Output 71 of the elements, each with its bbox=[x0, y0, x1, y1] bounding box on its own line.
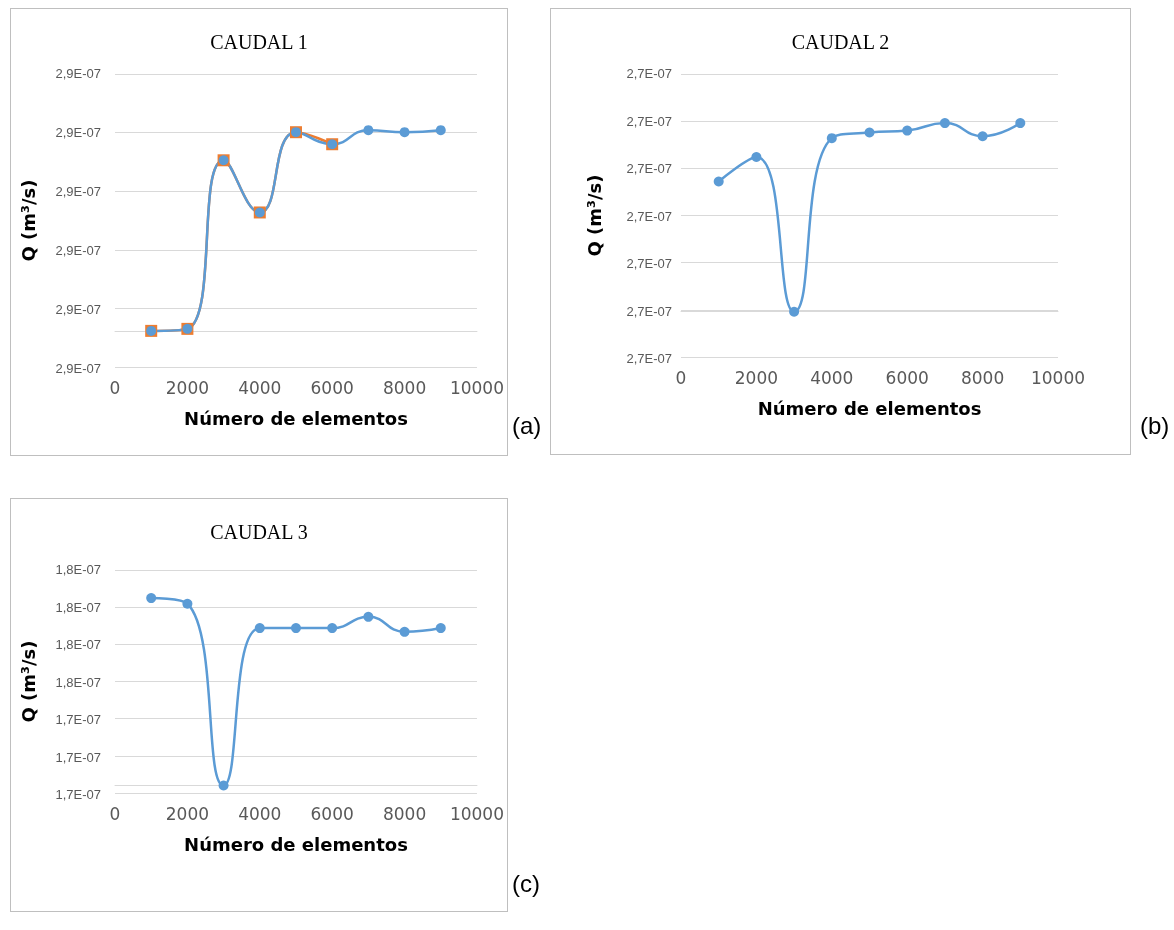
text: 2,9E-07 bbox=[55, 360, 101, 376]
text: (a) bbox=[512, 412, 542, 440]
point bbox=[1015, 118, 1026, 129]
x-axis-title: Número de elementos bbox=[184, 407, 408, 429]
x-tick-label: 6000 bbox=[310, 377, 354, 398]
point bbox=[182, 598, 193, 609]
x-tick-label: 10000 bbox=[449, 377, 505, 398]
x-tick-label: 4000 bbox=[238, 803, 282, 824]
chart-title: CAUDAL 3 bbox=[210, 521, 308, 543]
x-tick-label: 6000 bbox=[885, 367, 929, 388]
point bbox=[218, 780, 229, 791]
x-tick-label: 0 bbox=[109, 803, 121, 824]
x-tick-label: 4000 bbox=[238, 377, 282, 398]
x-axis-title: Número de elementos bbox=[757, 397, 982, 419]
text: 1,8E-07 bbox=[55, 599, 101, 614]
x-tick-label: 4000 bbox=[810, 367, 854, 388]
text: 1,8E-07 bbox=[55, 674, 101, 689]
chart-title: CAUDAL 1 bbox=[210, 31, 308, 53]
point bbox=[902, 125, 913, 136]
text: 2,7E-07 bbox=[626, 303, 672, 318]
y-axis-title: Q (m³/s) bbox=[583, 174, 605, 257]
x-tick-label: 8000 bbox=[960, 367, 1005, 388]
x-tick-label: 10000 bbox=[449, 803, 505, 824]
text: 1,8E-07 bbox=[55, 561, 101, 577]
x-axis-title: Número de elementos bbox=[184, 833, 408, 855]
point bbox=[363, 125, 374, 136]
text: (c) bbox=[512, 870, 540, 898]
point bbox=[290, 623, 301, 634]
text: (b) bbox=[1140, 412, 1170, 440]
text: 2,9E-07 bbox=[55, 242, 101, 258]
point bbox=[399, 626, 410, 637]
point bbox=[826, 133, 837, 144]
text: 1,8E-07 bbox=[55, 636, 101, 652]
point bbox=[327, 623, 338, 634]
text: 2,7E-07 bbox=[626, 160, 672, 176]
point bbox=[254, 623, 265, 634]
point bbox=[363, 611, 374, 622]
y-axis-title: Q (m³/s) bbox=[17, 179, 39, 262]
point bbox=[864, 127, 875, 138]
text: 2,9E-07 bbox=[55, 65, 101, 81]
text: 2,9E-07 bbox=[55, 183, 101, 199]
point bbox=[713, 176, 724, 187]
x-tick-label: 2000 bbox=[165, 377, 210, 398]
point bbox=[146, 593, 157, 604]
text: 2,7E-07 bbox=[626, 255, 672, 271]
y-axis-title: Q (m³/s) bbox=[17, 640, 39, 723]
text: 2,9E-07 bbox=[55, 301, 101, 317]
text: 1,7E-07 bbox=[55, 749, 101, 764]
x-tick-label: 6000 bbox=[310, 803, 354, 824]
point bbox=[939, 118, 950, 129]
point bbox=[435, 623, 446, 634]
text: 2,7E-07 bbox=[626, 65, 672, 81]
text: 1,7E-07 bbox=[55, 711, 101, 727]
x-tick-label: 0 bbox=[109, 377, 121, 398]
point bbox=[751, 152, 762, 163]
point bbox=[977, 131, 988, 142]
x-tick-label: 0 bbox=[675, 367, 687, 388]
text: 1,7E-07 bbox=[55, 786, 101, 802]
x-tick-label: 2000 bbox=[734, 367, 779, 388]
x-tick-label: 8000 bbox=[382, 803, 427, 824]
x-tick-label: 8000 bbox=[382, 377, 427, 398]
x-tick-label: 10000 bbox=[1030, 367, 1086, 388]
text: 2,7E-07 bbox=[626, 113, 672, 128]
x-tick-label: 2000 bbox=[165, 803, 210, 824]
text: 2,9E-07 bbox=[55, 124, 101, 140]
text: 2,7E-07 bbox=[626, 208, 672, 223]
chart-title: CAUDAL 2 bbox=[791, 31, 890, 53]
point bbox=[435, 125, 446, 136]
text: 2,7E-07 bbox=[626, 350, 672, 366]
point bbox=[789, 306, 800, 317]
point bbox=[399, 127, 410, 138]
